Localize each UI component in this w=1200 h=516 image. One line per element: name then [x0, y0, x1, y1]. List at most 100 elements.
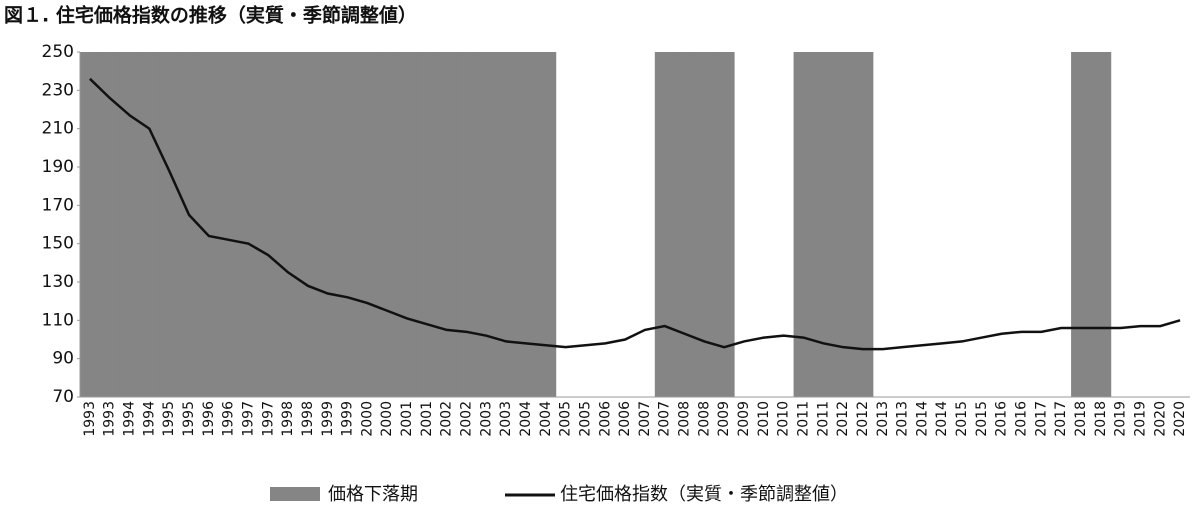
shade-bar — [456, 52, 477, 397]
shade-bar — [298, 52, 319, 397]
x-tick-label: 2004 — [518, 401, 534, 437]
x-tick-label: 2011 — [815, 401, 831, 437]
x-tick-label: 2014 — [934, 401, 950, 437]
x-tick-label: 2002 — [439, 401, 455, 437]
x-tick-label: 2005 — [577, 401, 593, 437]
x-tick-label: 2007 — [637, 401, 653, 437]
shade-bar — [317, 52, 339, 397]
y-tick-label: 250 — [42, 42, 74, 62]
x-tick-label: 1999 — [340, 401, 356, 437]
x-tick-label: 1993 — [102, 401, 118, 437]
x-tick-label: 1995 — [181, 401, 197, 437]
shade-bar — [1071, 52, 1092, 397]
y-tick-label: 210 — [42, 119, 74, 139]
shade-bar — [674, 52, 695, 397]
x-tick-label: 2016 — [994, 401, 1010, 437]
y-tick-label: 130 — [42, 272, 74, 292]
x-tick-label: 2010 — [756, 401, 772, 437]
x-tick-label: 2015 — [974, 401, 990, 437]
x-tick-label: 1994 — [141, 401, 157, 437]
x-tick-label: 2003 — [498, 401, 514, 437]
x-tick-label: 2006 — [617, 401, 633, 437]
x-tick-label: 2009 — [736, 401, 752, 437]
shade-bar — [258, 52, 279, 397]
shade-bar — [476, 52, 497, 397]
x-tick-label: 2019 — [1132, 401, 1148, 437]
shade-bar — [337, 52, 358, 397]
x-tick-label: 2020 — [1172, 401, 1188, 437]
shade-bar — [813, 52, 834, 397]
x-tick-label: 1998 — [280, 401, 296, 437]
x-tick-label: 1997 — [260, 401, 276, 437]
shade-bar — [218, 52, 240, 397]
y-tick-label: 90 — [52, 349, 74, 369]
shade-bar — [139, 52, 160, 397]
shade-bar — [198, 52, 220, 397]
shade-bar — [714, 52, 735, 397]
x-tick-label: 2018 — [1093, 401, 1109, 437]
x-tick-label: 1999 — [320, 401, 336, 437]
x-tick-label: 2013 — [895, 401, 911, 437]
shade-bar — [357, 52, 378, 397]
shade-bar — [516, 52, 537, 397]
shade-bar — [397, 52, 418, 397]
x-tick-label: 1996 — [201, 401, 217, 437]
x-tick-label: 2019 — [1113, 401, 1129, 437]
shade-bar — [694, 52, 715, 397]
y-tick-label: 190 — [42, 157, 74, 177]
x-tick-label: 2001 — [399, 401, 415, 437]
chart-title: 図１. 住宅価格指数の推移（実質・季節調整値） — [4, 4, 417, 27]
x-tick-label: 1995 — [161, 401, 177, 437]
y-tick-label: 110 — [42, 310, 74, 330]
x-tick-label: 2000 — [379, 401, 395, 437]
shade-bar — [436, 52, 458, 397]
x-tick-label: 1997 — [240, 401, 256, 437]
x-tick-label: 2011 — [795, 401, 811, 437]
x-tick-label: 2008 — [677, 401, 693, 437]
x-tick-label: 2016 — [1014, 401, 1030, 437]
x-tick-label: 2005 — [558, 401, 574, 437]
shade-bar — [793, 52, 814, 397]
shade-bar — [80, 52, 101, 397]
x-tick-label: 2003 — [478, 401, 494, 437]
x-tick-label: 2001 — [419, 401, 435, 437]
x-tick-label: 2013 — [875, 401, 891, 437]
shade-bar — [278, 52, 299, 397]
x-tick-label: 2012 — [855, 401, 871, 437]
y-tick-label: 150 — [42, 234, 74, 254]
y-tick-label: 170 — [42, 195, 74, 215]
x-tick-label: 2000 — [359, 401, 375, 437]
x-tick-label: 1993 — [82, 401, 98, 437]
x-tick-label: 2017 — [1033, 401, 1049, 437]
shade-bar — [179, 52, 200, 397]
shade-bar — [535, 52, 557, 397]
x-tick-label: 2017 — [1053, 401, 1069, 437]
x-tick-label: 1998 — [300, 401, 316, 437]
x-tick-label: 2002 — [459, 401, 475, 437]
legend-swatch — [270, 487, 320, 501]
x-tick-label: 1996 — [221, 401, 237, 437]
x-tick-label: 2008 — [696, 401, 712, 437]
shade-bar — [416, 52, 438, 397]
shade-bar — [1090, 52, 1112, 397]
shade-bar — [159, 52, 180, 397]
shade-bar — [654, 52, 676, 397]
x-tick-label: 2012 — [835, 401, 851, 437]
y-tick-label: 230 — [42, 80, 74, 100]
x-tick-label: 2009 — [716, 401, 732, 437]
shade-bar — [119, 52, 140, 397]
shade-bar — [238, 52, 259, 397]
x-tick-label: 2006 — [597, 401, 613, 437]
index-line — [89, 77, 1181, 351]
x-tick-label: 2014 — [914, 401, 930, 437]
y-tick-label: 70 — [52, 387, 74, 407]
x-tick-label: 2004 — [538, 401, 554, 437]
x-tick-label: 2018 — [1073, 401, 1089, 437]
x-tick-label: 2015 — [954, 401, 970, 437]
shade-bar — [496, 52, 517, 397]
x-tick-label: 2010 — [776, 401, 792, 437]
shade-bar — [833, 52, 854, 397]
x-tick-label: 2020 — [1152, 401, 1168, 437]
shade-bar — [853, 52, 874, 397]
